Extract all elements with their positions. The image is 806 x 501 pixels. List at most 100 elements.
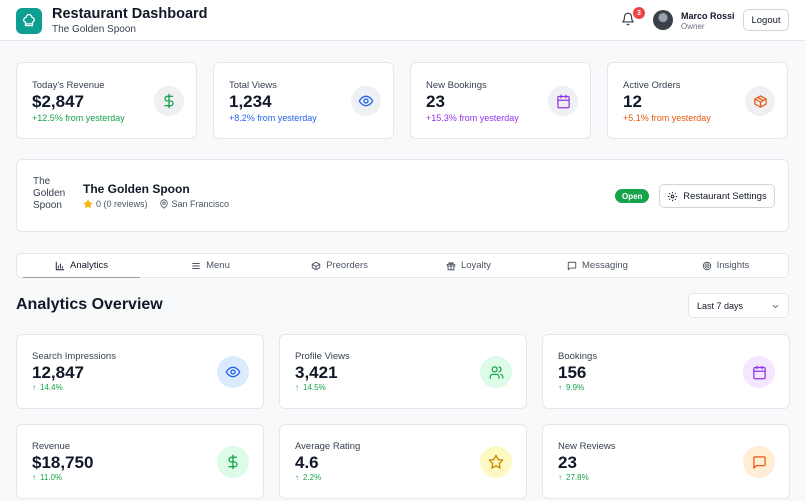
stat-label: Total Views: [229, 80, 277, 91]
calendar-icon: [743, 356, 775, 388]
stat-card-views: Total Views 1,234 +8.2% from yesterday: [213, 62, 394, 139]
chef-hat-logo-icon: [16, 8, 42, 34]
tab-label: Menu: [206, 260, 230, 271]
stat-card-bookings: New Bookings 23 +15.3% from yesterday: [410, 62, 591, 139]
bar-chart-icon: [55, 261, 65, 270]
message-icon: [743, 446, 775, 478]
metric-change: ↑ 2.2%: [295, 473, 321, 482]
restaurant-meta: 0 (0 reviews) San Francisco: [83, 199, 229, 209]
date-range-select[interactable]: Last 7 days: [688, 293, 789, 318]
eye-icon: [351, 86, 381, 116]
restaurant-name: The Golden Spoon: [83, 182, 190, 196]
metric-change-value: 14.5%: [303, 383, 326, 392]
app-header: Restaurant Dashboard The Golden Spoon 3 …: [0, 0, 806, 41]
tab-messaging[interactable]: Messaging: [533, 254, 662, 277]
tab-label: Insights: [716, 260, 750, 271]
arrow-up-icon: ↑: [295, 473, 299, 482]
metric-value: 4.6: [295, 453, 319, 472]
restaurant-location: San Francisco: [171, 199, 230, 209]
tab-label: Preorders: [326, 260, 368, 271]
tab-label: Loyalty: [460, 260, 492, 271]
metric-label: Bookings: [558, 351, 598, 362]
metric-card-new-reviews: New Reviews 23 ↑ 27.8%: [542, 424, 790, 499]
metric-card-search-impressions: Search Impressions 12,847 ↑ 14.4%: [16, 334, 264, 409]
stat-change: +8.2% from yesterday: [229, 113, 317, 123]
metric-label: Revenue: [32, 441, 71, 452]
user-role: Owner: [681, 22, 705, 31]
stat-change: +15.3% from yesterday: [426, 113, 519, 123]
stat-value: 1,234: [229, 92, 272, 111]
avatar[interactable]: [653, 10, 673, 30]
metric-change-value: 9.9%: [566, 383, 585, 392]
restaurant-card: The Golden Spoon The Golden Spoon 0 (0 r…: [16, 159, 789, 232]
metric-label: Profile Views: [295, 351, 350, 362]
stat-change: +5.1% from yesterday: [623, 113, 711, 123]
tab-insights[interactable]: Insights: [662, 254, 789, 277]
date-range-value: Last 7 days: [697, 300, 744, 311]
stat-label: New Bookings: [426, 80, 487, 91]
box-icon: [745, 86, 775, 116]
metric-card-revenue: Revenue $18,750 ↑ 11.0%: [16, 424, 264, 499]
map-pin-icon: [159, 199, 168, 209]
tab-bar: Analytics Menu Preorders Loyalty Messagi…: [16, 253, 789, 278]
gear-icon: [668, 191, 678, 201]
stat-value: 12: [623, 92, 642, 111]
stat-label: Active Orders: [623, 80, 681, 91]
dollar-icon: [154, 86, 184, 116]
stat-label: Today's Revenue: [32, 80, 105, 91]
metric-change-value: 27.8%: [566, 473, 589, 482]
package-icon: [311, 261, 321, 270]
users-icon: [480, 356, 512, 388]
metric-change: ↑ 27.8%: [558, 473, 589, 482]
metric-change: ↑ 14.5%: [295, 383, 326, 392]
metric-value: 3,421: [295, 363, 338, 382]
restaurant-image: The Golden Spoon: [33, 176, 66, 211]
stat-change: +12.5% from yesterday: [32, 113, 125, 123]
metric-value: 12,847: [32, 363, 84, 382]
eye-icon: [217, 356, 249, 388]
arrow-up-icon: ↑: [558, 383, 562, 392]
chevron-down-icon: [772, 304, 779, 309]
settings-label: Restaurant Settings: [683, 190, 767, 202]
tab-loyalty[interactable]: Loyalty: [404, 254, 533, 277]
tab-label: Analytics: [69, 260, 108, 271]
metric-value: 23: [558, 453, 577, 472]
stat-card-orders: Active Orders 12 +5.1% from yesterday: [607, 62, 788, 139]
metric-change: ↑ 11.0%: [32, 473, 62, 482]
arrow-up-icon: ↑: [32, 473, 36, 482]
arrow-up-icon: ↑: [295, 383, 299, 392]
logout-button[interactable]: Logout: [743, 9, 789, 31]
star-icon: [83, 199, 93, 209]
metric-card-profile-views: Profile Views 3,421 ↑ 14.5%: [279, 334, 527, 409]
metric-change-value: 11.0%: [40, 473, 63, 482]
gift-icon: [446, 261, 456, 270]
tab-preorders[interactable]: Preorders: [275, 254, 404, 277]
message-icon: [567, 261, 577, 270]
restaurant-rating: 0 (0 reviews): [96, 199, 148, 209]
metric-change: ↑ 9.9%: [558, 383, 584, 392]
metric-value: 156: [558, 363, 587, 382]
dollar-icon: [217, 446, 249, 478]
calendar-icon: [548, 86, 578, 116]
metric-change-value: 14.4%: [40, 383, 63, 392]
stat-value: 23: [426, 92, 445, 111]
restaurant-settings-button[interactable]: Restaurant Settings: [659, 184, 775, 208]
tab-menu[interactable]: Menu: [146, 254, 275, 277]
bell-icon[interactable]: [621, 12, 637, 28]
tab-analytics[interactable]: Analytics: [17, 254, 146, 278]
metric-value: $18,750: [32, 453, 94, 472]
metric-label: New Reviews: [558, 441, 616, 452]
notification-badge: 3: [633, 7, 645, 19]
metric-label: Search Impressions: [32, 351, 116, 362]
app-title: Restaurant Dashboard: [52, 6, 208, 22]
arrow-up-icon: ↑: [558, 473, 562, 482]
arrow-up-icon: ↑: [32, 383, 36, 392]
metric-change: ↑ 14.4%: [32, 383, 63, 392]
star-icon: [480, 446, 512, 478]
user-name: Marco Rossi: [681, 11, 735, 21]
stat-value: $2,847: [32, 92, 84, 111]
metric-label: Average Rating: [295, 441, 361, 452]
section-title: Analytics Overview: [16, 296, 163, 313]
metric-card-average-rating: Average Rating 4.6 ↑ 2.2%: [279, 424, 527, 499]
stat-card-revenue: Today's Revenue $2,847 +12.5% from yeste…: [16, 62, 197, 139]
